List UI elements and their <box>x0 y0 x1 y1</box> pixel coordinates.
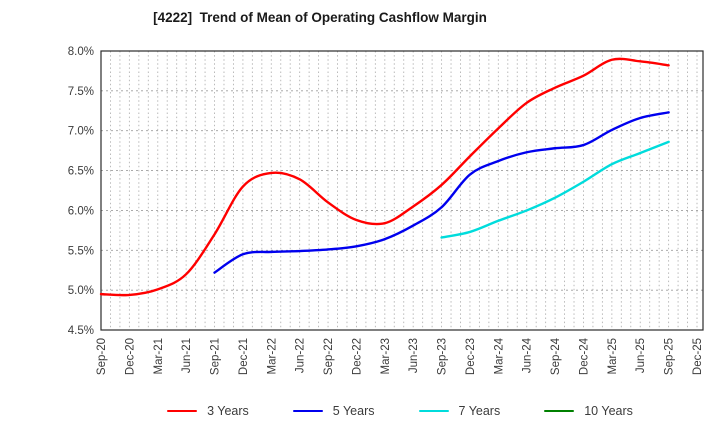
x-tick-label: Dec-24 <box>578 337 590 375</box>
x-tick-label: Mar-25 <box>607 338 619 374</box>
series-line-3-years <box>99 57 670 297</box>
x-tick-label: Sep-20 <box>96 338 108 375</box>
x-tick-label: Jun-22 <box>295 338 307 373</box>
x-tick-label: Sep-24 <box>550 337 562 375</box>
x-tick-label: Mar-24 <box>493 337 505 374</box>
legend-line-swatch <box>167 410 198 412</box>
x-tick-label: Sep-25 <box>664 338 676 375</box>
y-tick-label: 5.0% <box>68 285 94 297</box>
x-tick-label: Jun-24 <box>522 337 534 373</box>
x-tick-label: Sep-23 <box>437 338 449 375</box>
series-line-7-years <box>440 140 670 239</box>
x-tick-label: Dec-21 <box>238 338 250 375</box>
x-tick-label: Dec-23 <box>465 338 477 375</box>
y-tick-label: 7.5% <box>68 86 94 98</box>
series-line-5-years <box>213 111 670 274</box>
x-tick-label: Mar-23 <box>380 338 392 374</box>
x-tick-label: Dec-25 <box>692 338 704 375</box>
legend-label: 3 Years <box>207 404 249 418</box>
legend-item-5-years: 5 Years <box>292 404 375 418</box>
y-tick-label: 5.5% <box>68 245 94 257</box>
x-tick-label: Dec-22 <box>351 338 363 375</box>
x-tick-label: Dec-20 <box>124 338 136 375</box>
y-tick-label: 6.0% <box>68 205 94 217</box>
y-tick-label: 7.0% <box>68 126 94 138</box>
x-tick-label: Mar-21 <box>153 338 165 374</box>
x-tick-label: Mar-22 <box>266 338 278 374</box>
legend-line-swatch <box>418 410 449 412</box>
chart-legend: 3 Years 5 Years 7 Years 10 Years <box>100 404 700 418</box>
gridlines <box>101 51 703 330</box>
legend-line-swatch <box>292 410 323 412</box>
x-tick-label: Jun-21 <box>181 338 193 373</box>
y-tick-label: 4.5% <box>68 325 94 337</box>
legend-item-7-years: 7 Years <box>418 404 501 418</box>
legend-line-swatch <box>544 410 575 412</box>
legend-label: 7 Years <box>458 404 501 418</box>
x-tick-label: Sep-22 <box>323 338 335 375</box>
x-tick-label: Jun-25 <box>635 338 647 373</box>
legend-item-10-years: 10 Years <box>544 404 633 418</box>
y-axis-labels: 4.5% 5.0% 5.5% 6.0% 6.5% 7.0% 7.5% 8.0% <box>68 46 94 337</box>
legend-item-3-years: 3 Years <box>167 404 249 418</box>
legend-label: 5 Years <box>332 404 375 418</box>
y-tick-label: 8.0% <box>68 46 94 58</box>
x-tick-label: Jun-23 <box>408 338 420 373</box>
plot-frame <box>100 50 704 331</box>
chart-title: [4222] Trend of Mean of Operating Cashfl… <box>153 10 487 25</box>
y-tick-label: 6.5% <box>68 166 94 178</box>
x-tick-label: Sep-21 <box>210 338 222 375</box>
x-axis-labels: Sep-20 Dec-20 Mar-21 Jun-21 Sep-21 Dec-21 Mar-… <box>96 337 704 375</box>
legend-label: 10 Years <box>584 404 633 418</box>
